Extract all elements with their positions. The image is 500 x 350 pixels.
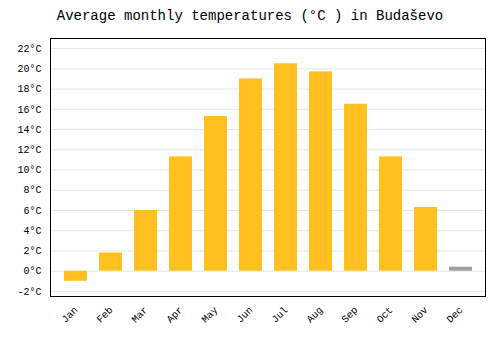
- svg-text:4°C: 4°C: [23, 226, 41, 237]
- svg-text:16°C: 16°C: [17, 105, 41, 116]
- svg-text:18°C: 18°C: [17, 84, 41, 95]
- svg-text:May: May: [200, 305, 221, 326]
- svg-text:Feb: Feb: [95, 305, 116, 326]
- svg-text:Nov: Nov: [410, 305, 431, 326]
- svg-text:Jul: Jul: [270, 305, 291, 326]
- svg-text:22°C: 22°C: [17, 44, 41, 55]
- html-text:Average monthly temperatures (: Average monthly temperatures (°C ) in Bu…: [56, 8, 444, 24]
- svg-text:10°C: 10°C: [17, 165, 41, 176]
- svg-text:Oct: Oct: [375, 305, 396, 326]
- svg-text:Dec: Dec: [445, 305, 466, 326]
- svg-text:Sep: Sep: [340, 305, 361, 326]
- svg-text:Mar: Mar: [130, 305, 151, 326]
- svg-text:Jun: Jun: [235, 305, 256, 326]
- svg-text:-2°C: -2°C: [17, 287, 41, 298]
- svg-text:12°C: 12°C: [17, 145, 41, 156]
- svg-text:14°C: 14°C: [17, 125, 41, 136]
- svg-text:0°C: 0°C: [23, 266, 41, 277]
- svg-text:Aug: Aug: [305, 305, 326, 326]
- svg-text:2°C: 2°C: [23, 246, 41, 257]
- svg-text:6°C: 6°C: [23, 206, 41, 217]
- svg-text:8°C: 8°C: [23, 185, 41, 196]
- svg-text:Apr: Apr: [165, 305, 186, 326]
- svg-text:20°C: 20°C: [17, 64, 41, 75]
- svg-text:Jan: Jan: [60, 305, 81, 326]
